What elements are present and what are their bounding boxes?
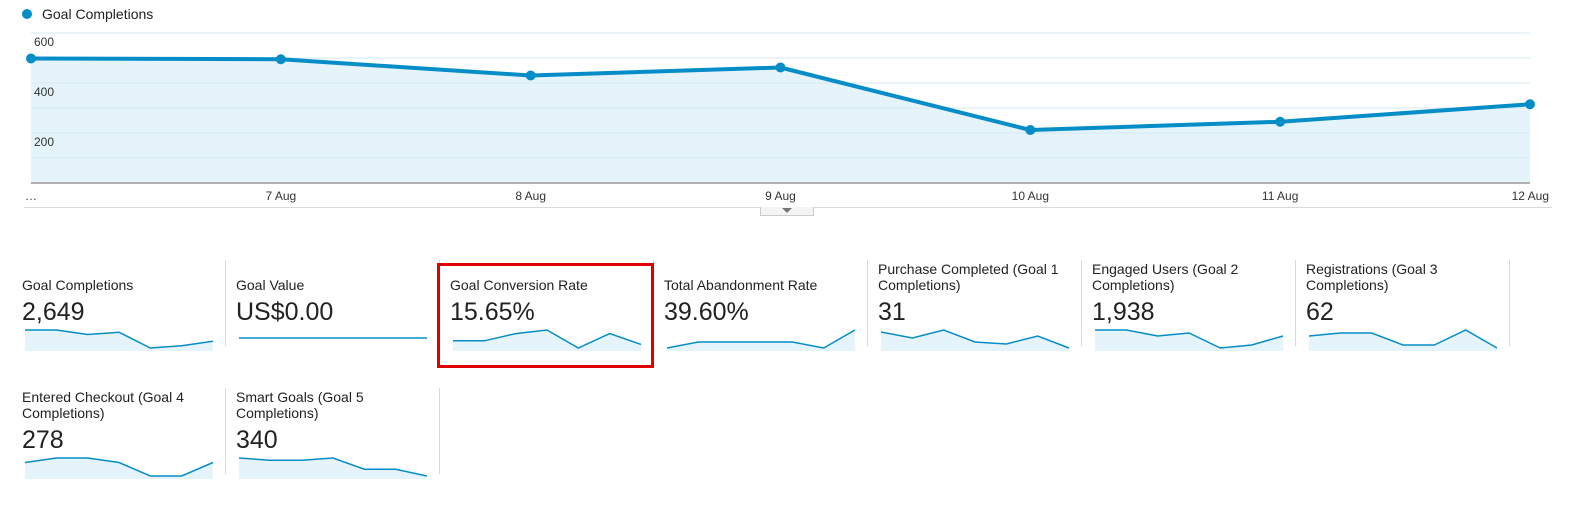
legend-label: Goal Completions [42, 6, 154, 22]
scorecard-label: Goal Conversion Rate [450, 277, 588, 293]
sparkline [25, 329, 214, 351]
expand-chart-button[interactable] [760, 207, 814, 216]
sparkline [238, 457, 428, 479]
scorecard-label: Goal Value [236, 277, 305, 293]
data-point[interactable] [525, 70, 536, 81]
x-tick-label: 9 Aug [765, 189, 796, 203]
sparkline-area [1309, 330, 1497, 351]
scorecard-value: 62 [1306, 298, 1334, 326]
data-point[interactable] [26, 53, 36, 64]
scorecard-tile[interactable]: Goal Completions 2,649 [22, 262, 236, 364]
scorecard-value: US$0.00 [236, 298, 334, 326]
goal-completions-chart[interactable]: 200 400 600 … 7 Aug 8 Aug 9 Aug 10 Aug 11 Aug 12 … [0, 0, 1574, 225]
x-tick-label: 10 Aug [1012, 189, 1049, 203]
sparkline-line [1095, 329, 1284, 349]
scorecard-tile[interactable]: Engaged Users (Goal 2 Completions) 1,938 [1092, 261, 1306, 364]
x-tick-label: 7 Aug [265, 189, 296, 203]
sparkline-line [1308, 329, 1498, 349]
sparkline [239, 337, 427, 339]
line-chart-svg: 200 400 600 … 7 Aug 8 Aug 9 Aug 10 Aug 11 Aug 12 … [25, 32, 1549, 203]
y-tick-label: 400 [34, 85, 54, 99]
scorecard-value: 2,649 [22, 298, 85, 326]
x-tick-label: 12 Aug [1512, 189, 1549, 203]
x-tick-label: 8 Aug [515, 189, 546, 203]
scorecard-tile[interactable]: Purchase Completed (Goal 1 Completions) 3… [878, 261, 1092, 364]
x-tick-label: 11 Aug [1262, 189, 1298, 203]
scorecard-tile[interactable]: Entered Checkout (Goal 4 Completions) 278 [22, 389, 236, 492]
y-tick-label: 200 [34, 135, 54, 149]
data-point[interactable] [1275, 116, 1286, 127]
sparkline-area [25, 330, 213, 351]
scorecard-value: 340 [236, 426, 278, 454]
y-tick-label: 600 [34, 35, 54, 49]
scorecard-divider [439, 388, 440, 474]
sparkline-line [24, 457, 214, 477]
scorecard-divider [225, 388, 226, 474]
legend-dot-icon [22, 9, 32, 19]
scorecard-tile[interactable]: Goal Value US$0.00 [236, 262, 450, 364]
scorecard-divider [1081, 260, 1082, 346]
chart-legend: Goal Completions [22, 6, 153, 22]
scorecard-tile[interactable]: Total Abandonment Rate 39.60% [664, 262, 878, 364]
sparkline-line [25, 329, 214, 349]
data-point[interactable] [1525, 99, 1535, 110]
sparkline-area [453, 330, 641, 351]
sparkline [666, 329, 856, 351]
scorecard-value: 1,938 [1092, 298, 1155, 326]
scorecard-tile[interactable]: Smart Goals (Goal 5 Completions) 340 [236, 389, 450, 492]
sparkline-area [25, 458, 213, 479]
x-tick-label: … [25, 189, 37, 203]
scorecard-label: Engaged Users (Goal 2 Completions) [1092, 261, 1239, 293]
data-point[interactable] [275, 54, 286, 65]
scorecard-value: 39.60% [664, 298, 749, 326]
sparkline-line [666, 329, 856, 349]
sparkline [1308, 329, 1498, 351]
scorecard-label: Purchase Completed (Goal 1 Completions) [878, 261, 1059, 293]
sparkline-line [453, 329, 642, 349]
scorecard-value: 278 [22, 426, 64, 454]
scorecard-divider [1295, 260, 1296, 346]
data-point[interactable] [775, 62, 786, 73]
sparkline-area [667, 330, 855, 351]
scorecard-label: Goal Completions [22, 277, 134, 293]
scorecard-tile[interactable]: Goal Conversion Rate 15.65% [450, 262, 664, 364]
scorecard-divider [653, 260, 654, 346]
data-point[interactable] [1025, 125, 1036, 135]
scorecard-label: Entered Checkout (Goal 4 Completions) [22, 389, 184, 421]
sparkline [880, 329, 1070, 351]
chevron-down-icon [782, 208, 792, 213]
scorecard-divider [225, 260, 226, 346]
scorecard-divider [439, 260, 440, 346]
sparkline [1095, 329, 1284, 351]
scorecard-divider [867, 260, 868, 346]
sparkline-area [881, 330, 1069, 351]
sparkline [453, 329, 642, 351]
scorecard-value: 15.65% [450, 298, 535, 326]
sparkline-line [238, 457, 428, 477]
sparkline-area [1095, 330, 1283, 351]
sparkline [24, 457, 214, 479]
scorecard-tile[interactable]: Registrations (Goal 3 Completions) 62 [1306, 261, 1520, 364]
scorecard-divider [1509, 260, 1510, 346]
sparkline-area [239, 458, 427, 479]
scorecard-value: 31 [878, 298, 906, 326]
series-area [31, 58, 1530, 183]
scorecard-label: Total Abandonment Rate [664, 277, 818, 293]
scorecard-label: Smart Goals (Goal 5 Completions) [236, 389, 364, 421]
scorecard-label: Registrations (Goal 3 Completions) [1306, 261, 1438, 293]
sparkline-line [880, 329, 1070, 349]
